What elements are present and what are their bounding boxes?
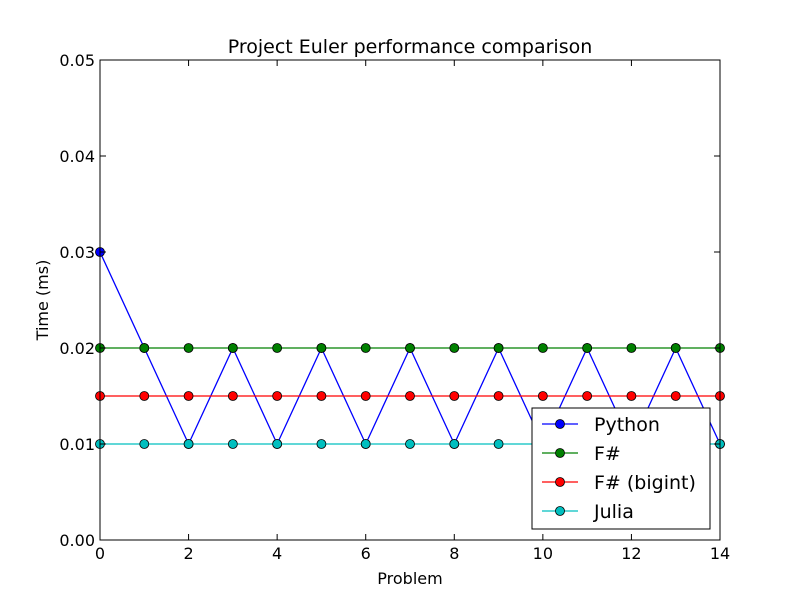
data-point: [405, 391, 415, 401]
x-tick-label: 6: [361, 544, 371, 563]
y-tick-label: 0.04: [59, 147, 95, 166]
data-point: [272, 439, 283, 449]
series-2: [95, 391, 725, 401]
data-point: [183, 391, 194, 401]
data-point: [493, 343, 504, 353]
y-tick-label: 0.00: [59, 531, 95, 550]
data-point: [670, 343, 681, 353]
axes: 0 2 4 6 8 10 12 14 0.00 0.01 0.02 0.03 0.04 0.05: [59, 51, 730, 563]
data-point: [449, 343, 460, 353]
legend-marker: [555, 419, 565, 429]
x-tick-label: 0: [95, 544, 105, 563]
data-point: [316, 439, 327, 449]
y-tick-label: 0.01: [59, 435, 95, 454]
data-point: [626, 391, 637, 401]
legend-marker: [555, 448, 565, 458]
axes-frame: [99, 59, 721, 541]
data-point: [183, 439, 194, 449]
legend-label: F#: [594, 443, 621, 465]
legend-item: Python: [542, 414, 660, 436]
legend: Python F# F# (bigint) Julia: [531, 407, 711, 530]
data-point: [227, 343, 238, 353]
legend-item: Julia: [542, 501, 634, 523]
chart-title: Project Euler performance comparison: [228, 36, 593, 58]
data-point: [449, 439, 460, 449]
x-tick-label: 2: [183, 544, 193, 563]
data-point: [316, 391, 327, 401]
data-point: [139, 439, 150, 449]
y-tick-label: 0.03: [59, 243, 95, 262]
data-point: [493, 439, 504, 449]
x-tick-label: 8: [449, 544, 459, 563]
y-axis-label: Time (ms): [33, 260, 52, 342]
data-point: [670, 391, 681, 401]
data-point: [537, 391, 548, 401]
legend-item: F# (bigint): [542, 472, 696, 494]
data-point: [405, 439, 415, 449]
legend-marker: [555, 477, 565, 487]
data-point: [582, 343, 593, 353]
x-axis-label: Problem: [377, 569, 442, 588]
data-point: [360, 439, 371, 449]
series-1: [95, 343, 725, 353]
x-tick-label: 10: [533, 544, 553, 563]
data-point: [449, 391, 460, 401]
data-point: [139, 391, 150, 401]
legend-label: F# (bigint): [594, 472, 696, 494]
data-point: [537, 343, 548, 353]
x-tick-label: 12: [621, 544, 641, 563]
data-point: [316, 343, 327, 353]
y-tick-label: 0.02: [59, 339, 95, 358]
data-point: [183, 343, 194, 353]
x-tick-label: 4: [272, 544, 282, 563]
data-point: [626, 343, 637, 353]
data-point: [272, 391, 283, 401]
data-point: [405, 343, 415, 353]
data-point: [360, 391, 371, 401]
legend-item: F#: [542, 443, 621, 465]
x-tick-label: 14: [710, 544, 730, 563]
data-point: [582, 391, 593, 401]
data-point: [139, 343, 150, 353]
legend-label: Python: [594, 414, 660, 436]
data-point: [227, 391, 238, 401]
legend-label: Julia: [593, 501, 634, 523]
data-point: [272, 343, 283, 353]
data-point: [227, 439, 238, 449]
legend-marker: [555, 506, 565, 516]
data-point: [360, 343, 371, 353]
data-point: [493, 391, 504, 401]
y-tick-label: 0.05: [59, 51, 95, 70]
